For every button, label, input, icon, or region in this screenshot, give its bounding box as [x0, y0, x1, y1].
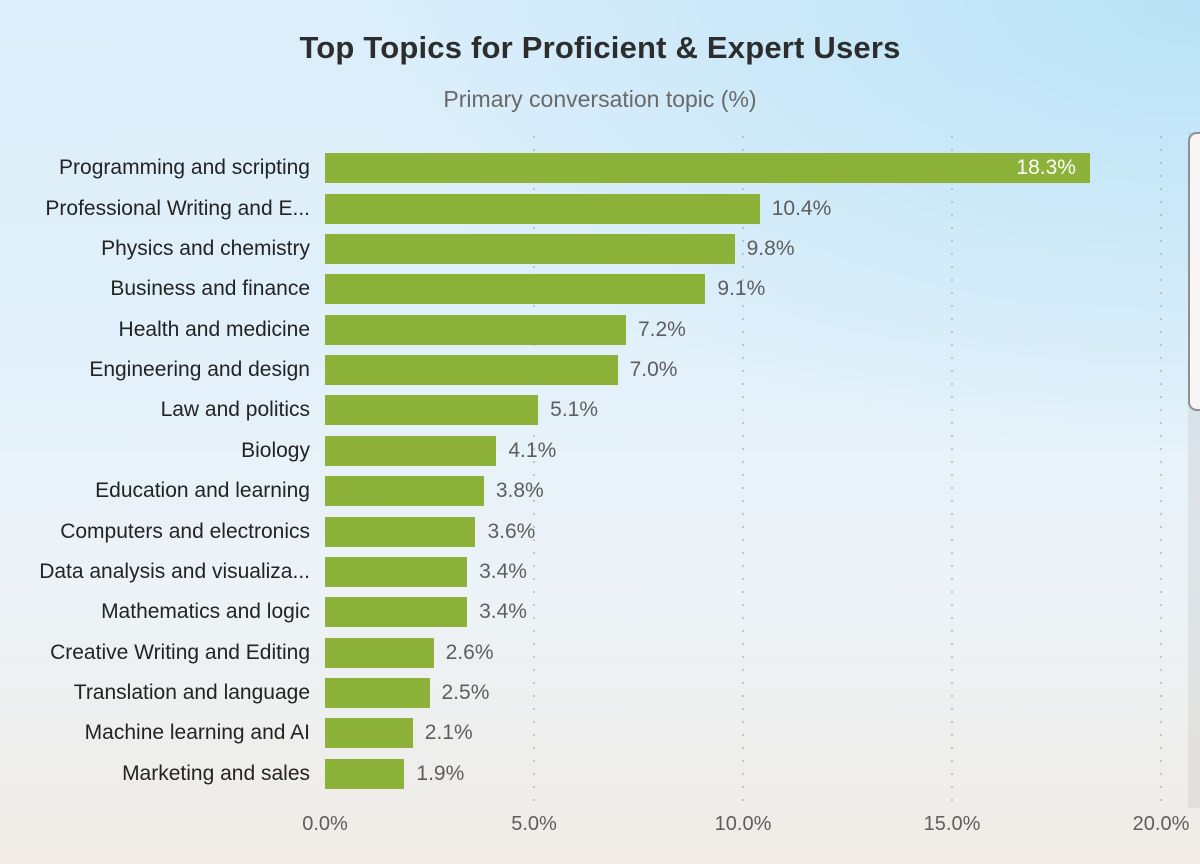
- bar-row: Marketing and sales 1.9%: [0, 754, 1161, 794]
- category-label: Programming and scripting: [59, 156, 310, 180]
- bar-area: 1.9%: [325, 758, 1161, 789]
- bar-area: 2.5%: [325, 678, 1161, 709]
- value-label: 3.4%: [479, 559, 527, 583]
- bar-row: Computers and electronics 3.6%: [0, 511, 1161, 551]
- value-label: 3.6%: [487, 519, 536, 543]
- value-label: 1.9%: [416, 761, 465, 785]
- category-label: Marketing and sales: [122, 761, 310, 785]
- value-label: 2.1%: [424, 721, 473, 745]
- bar[interactable]: [325, 355, 618, 386]
- value-label: 3.4%: [479, 600, 527, 624]
- bar-area: 3.8%: [325, 476, 1161, 507]
- bar-row: Biology 4.1%: [0, 431, 1161, 471]
- bar-row: Education and learning 3.8%: [0, 471, 1161, 511]
- bar[interactable]: [325, 597, 468, 628]
- bar-row: Business and finance 9.1%: [0, 269, 1161, 309]
- bar-area: 2.1%: [325, 718, 1161, 749]
- bar[interactable]: [325, 233, 735, 264]
- value-label: 2.6%: [445, 640, 494, 664]
- bar-area: 7.0%: [325, 355, 1161, 386]
- category-label: Translation and language: [73, 681, 310, 705]
- bar-row: Engineering and design 7.0%: [0, 350, 1161, 390]
- value-label: 7.2%: [637, 317, 686, 341]
- x-axis-tick-label: 0.0%: [302, 813, 348, 835]
- bar-row: Mathematics and logic 3.4%: [0, 592, 1161, 632]
- chart-subtitle: Primary conversation topic (%): [443, 86, 757, 112]
- value-label: 10.4%: [771, 196, 832, 220]
- bar-area: 3.4%: [325, 597, 1161, 628]
- x-axis-tick-label: 10.0%: [714, 813, 772, 835]
- value-label: 9.8%: [746, 236, 795, 260]
- category-label: Health and medicine: [118, 317, 310, 341]
- bar-row: Creative Writing and Editing 2.6%: [0, 633, 1161, 673]
- bar[interactable]: [325, 678, 430, 709]
- value-label: 7.0%: [629, 358, 678, 382]
- x-axis-tick-label: 15.0%: [923, 813, 981, 835]
- bar-area: 4.1%: [325, 435, 1161, 466]
- category-label: Engineering and design: [89, 358, 310, 382]
- bar[interactable]: [325, 274, 706, 305]
- bar-row: Law and politics 5.1%: [0, 390, 1161, 430]
- category-label: Education and learning: [95, 479, 310, 503]
- category-label: Business and finance: [110, 277, 310, 301]
- bar[interactable]: [325, 395, 539, 426]
- bar-row: Physics and chemistry 9.8%: [0, 229, 1161, 269]
- bar[interactable]: [325, 435, 497, 466]
- bar-area: 2.6%: [325, 637, 1161, 668]
- bar-row: Translation and language 2.5%: [0, 673, 1161, 713]
- category-label: Biology: [241, 438, 310, 462]
- value-label: 18.3%: [1016, 156, 1076, 180]
- bar-row: Health and medicine 7.2%: [0, 310, 1161, 350]
- bar-area: 3.4%: [325, 556, 1161, 587]
- scrollbar-thumb[interactable]: [1188, 132, 1200, 411]
- bar[interactable]: [325, 637, 434, 668]
- bar-row: Machine learning and AI 2.1%: [0, 713, 1161, 753]
- value-label: 4.1%: [508, 438, 557, 462]
- bar-row: Professional Writing and E... 10.4%: [0, 188, 1161, 228]
- category-label: Law and politics: [160, 398, 310, 422]
- bar-rows: Programming and scripting 18.3% Profession…: [0, 148, 1161, 794]
- category-label: Physics and chemistry: [101, 236, 310, 260]
- bar-row: Programming and scripting 18.3%: [0, 148, 1161, 188]
- category-label: Creative Writing and Editing: [50, 640, 310, 664]
- bar[interactable]: [325, 314, 626, 345]
- x-axis: 0.0% 5.0% 10.0% 15.0% 20.0%: [302, 813, 1189, 843]
- bar[interactable]: [325, 718, 413, 749]
- bar[interactable]: 18.3%: [325, 153, 1090, 184]
- bar[interactable]: [325, 556, 468, 587]
- bar[interactable]: [325, 516, 476, 547]
- x-axis-tick-label: 5.0%: [511, 813, 557, 835]
- bar-area: 9.1%: [325, 274, 1161, 305]
- bar-area: 9.8%: [325, 233, 1161, 264]
- bar[interactable]: [325, 193, 760, 224]
- value-label: 9.1%: [717, 277, 766, 301]
- bar[interactable]: [325, 758, 405, 789]
- category-label: Mathematics and logic: [101, 600, 310, 624]
- x-axis-tick-label: 20.0%: [1132, 813, 1190, 835]
- value-label: 3.8%: [495, 479, 544, 503]
- bar[interactable]: [325, 476, 484, 507]
- value-label: 2.5%: [441, 681, 490, 705]
- chart-title: Top Topics for Proficient & Expert Users: [299, 30, 901, 65]
- bar-area: 3.6%: [325, 516, 1161, 547]
- category-label: Professional Writing and E...: [45, 196, 310, 220]
- bar-area: 5.1%: [325, 395, 1161, 426]
- category-label: Data analysis and visualiza...: [39, 559, 310, 583]
- bar-area: 7.2%: [325, 314, 1161, 345]
- bar-area: 18.3%: [325, 153, 1161, 184]
- bar-row: Data analysis and visualiza... 3.4%: [0, 552, 1161, 592]
- bar-area: 10.4%: [325, 193, 1161, 224]
- value-label: 5.1%: [550, 398, 599, 422]
- category-label: Machine learning and AI: [84, 721, 310, 745]
- category-label: Computers and electronics: [60, 519, 310, 543]
